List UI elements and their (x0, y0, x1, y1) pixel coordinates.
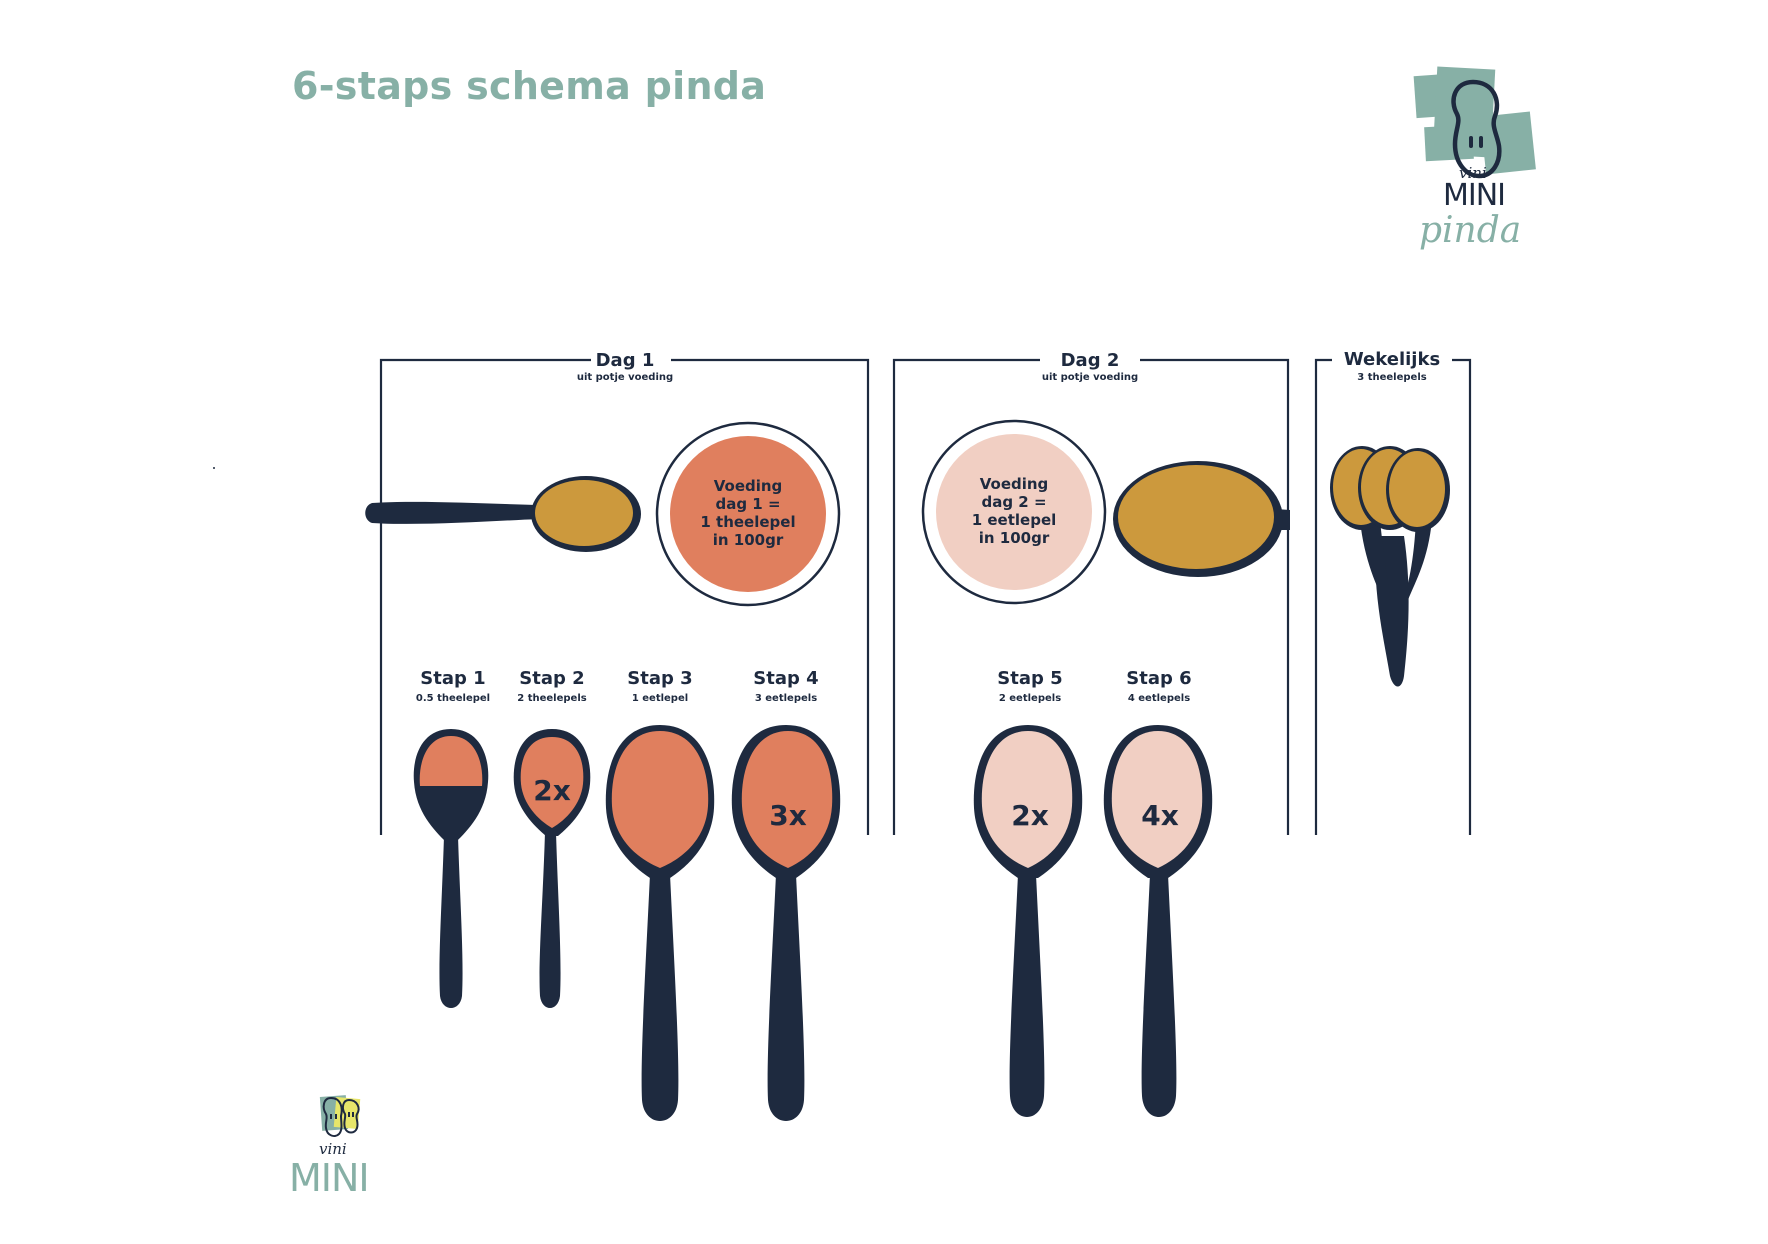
jar-dag2-line-3: 1 eetlepel (972, 511, 1057, 529)
step-1-amount: 0.5 theelepel (416, 693, 490, 704)
step-6-spoon-icon: 4x (1103, 725, 1213, 1117)
section-heading-dag2: Dag 2 (1061, 350, 1120, 371)
page-title: 6-staps schema pinda (292, 64, 767, 108)
step-4-label: Stap 4 (753, 668, 818, 689)
section-heading-dag1: Dag 1 (596, 350, 655, 371)
logo-bottom-mini-text: MINI (289, 1156, 370, 1200)
three-teaspoons-icon (1330, 446, 1450, 687)
step-3-spoon-icon (605, 725, 715, 1121)
logo-vini-text: vini (1459, 164, 1487, 182)
step-5-label: Stap 5 (997, 668, 1062, 689)
step-3-label: Stap 3 (627, 668, 692, 689)
jar-dag2-line-4: in 100gr (979, 529, 1050, 547)
brand-logo-vini-mini: vini MINI (285, 1090, 410, 1210)
step-6-multiplier: 4x (1141, 799, 1179, 832)
step-4-spoon-icon: 3x (731, 725, 841, 1121)
step-2-amount: 2 theelepels (517, 693, 586, 704)
jar-dag1-line-3: 1 theelepel (700, 513, 795, 531)
step-3-amount: 1 eetlepel (632, 693, 688, 704)
step-2-multiplier: 2x (533, 774, 571, 807)
jar-dag2-line-1: Voeding (980, 475, 1049, 493)
jar-dag1-line-4: in 100gr (713, 531, 784, 549)
step-2-label: Stap 2 (519, 668, 584, 689)
step-5-spoon-icon: 2x (973, 725, 1083, 1117)
step-6-amount: 4 eetlepels (1128, 693, 1190, 704)
jar-dag1-line-2: dag 1 = (715, 495, 780, 513)
logo-pinda-text: pinda (1419, 210, 1522, 251)
peanut-characters-icon (319, 1095, 361, 1137)
brand-logo-pinda: vini MINI pinda (1405, 60, 1575, 270)
stray-mark (213, 467, 215, 469)
jar-dag1: Voeding dag 1 = 1 theelepel in 100gr (655, 421, 841, 607)
step-1-label: Stap 1 (420, 668, 485, 689)
step-1-spoon-icon (413, 729, 489, 1008)
step-4-multiplier: 3x (769, 799, 807, 832)
logo-bottom-vini-text: vini (319, 1140, 347, 1158)
step-5-amount: 2 eetlepels (999, 693, 1061, 704)
jar-dag1-line-1: Voeding (714, 477, 783, 495)
step-6-label: Stap 6 (1126, 668, 1191, 689)
step-2-spoon-icon: 2x (513, 729, 591, 1008)
logo-mini-text: MINI (1443, 178, 1506, 213)
section-sub-dag1: uit potje voeding (577, 372, 673, 383)
tablespoon-dag2-icon (1113, 461, 1290, 577)
jar-dag2: Voeding dag 2 = 1 eetlepel in 100gr (921, 419, 1107, 605)
peanut-character-icon (1413, 66, 1536, 179)
step-5-multiplier: 2x (1011, 799, 1049, 832)
section-heading-wekelijks: Wekelijks (1344, 349, 1440, 370)
section-sub-dag2: uit potje voeding (1042, 372, 1138, 383)
teaspoon-dag1-icon (365, 476, 641, 552)
section-sub-wekelijks: 3 theelepels (1357, 372, 1426, 383)
jar-dag2-line-2: dag 2 = (981, 493, 1046, 511)
step-4-amount: 3 eetlepels (755, 693, 817, 704)
